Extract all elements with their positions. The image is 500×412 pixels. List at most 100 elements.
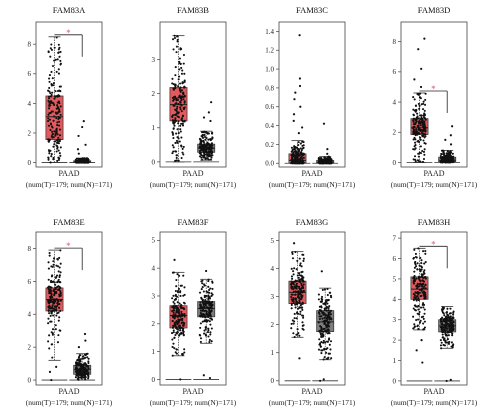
sample-point <box>47 156 50 160</box>
series-normal <box>69 332 96 381</box>
sample-point <box>417 297 420 300</box>
sample-point <box>171 96 174 99</box>
sample-point <box>203 332 206 335</box>
sample-point <box>302 259 305 262</box>
outlier-point <box>320 270 323 273</box>
sample-point <box>86 364 89 367</box>
sample-point <box>418 313 421 316</box>
sample-point <box>175 97 178 100</box>
sample-point <box>176 273 179 276</box>
sample-point <box>83 160 86 163</box>
sample-point <box>317 321 320 324</box>
sample-point <box>444 324 448 327</box>
sample-point <box>51 307 54 310</box>
sample-point <box>182 327 185 330</box>
sample-point <box>416 140 419 143</box>
outlier-point <box>209 119 212 123</box>
series-normal <box>434 306 461 383</box>
y-tick-label: 1 <box>271 349 275 357</box>
outlier-point <box>298 77 302 80</box>
sample-point <box>326 287 329 291</box>
sample-point <box>320 295 324 298</box>
outlier-point <box>319 379 322 382</box>
sample-point <box>422 317 425 320</box>
sample-point <box>451 329 454 332</box>
sample-point <box>325 162 328 165</box>
sample-point <box>412 108 415 111</box>
sample-point <box>204 131 207 134</box>
sample-point <box>420 117 423 120</box>
sample-point <box>49 111 52 115</box>
sample-point <box>210 146 213 149</box>
sample-point <box>298 287 301 290</box>
sample-point <box>292 296 295 300</box>
sample-point <box>328 305 331 308</box>
outlier-point <box>449 378 452 381</box>
sample-point <box>207 280 210 283</box>
sample-point <box>210 138 213 141</box>
sample-point <box>180 118 183 121</box>
sample-point <box>183 313 186 316</box>
sample-point <box>319 329 323 332</box>
sample-point <box>326 324 329 327</box>
sample-point <box>174 321 177 324</box>
sample-point <box>180 156 183 160</box>
sample-point <box>48 77 51 80</box>
sample-point <box>57 43 60 46</box>
sample-point <box>50 43 53 46</box>
sample-point <box>207 298 210 301</box>
sample-point <box>58 295 61 298</box>
sample-point <box>443 337 446 340</box>
outlier-point <box>419 85 423 89</box>
sample-point <box>323 288 326 291</box>
sample-point <box>325 299 328 302</box>
sample-point <box>419 97 422 100</box>
sample-point <box>87 361 90 365</box>
sample-point <box>173 306 176 310</box>
sample-point <box>295 282 299 285</box>
sample-point <box>175 326 178 329</box>
sample-point <box>441 333 444 336</box>
sample-point <box>175 154 179 157</box>
sample-point <box>419 138 422 141</box>
sample-point <box>439 339 442 342</box>
sample-point <box>181 352 184 355</box>
sample-point <box>172 146 175 149</box>
sample-point <box>290 280 293 283</box>
sample-point <box>58 152 61 155</box>
sample-point <box>47 340 50 343</box>
sample-point <box>55 117 58 120</box>
outlier-point <box>445 379 448 383</box>
sample-point <box>57 334 60 337</box>
sample-point <box>59 262 62 265</box>
sample-point <box>207 295 210 298</box>
sample-point <box>174 102 177 105</box>
sample-point <box>47 322 50 325</box>
sample-point <box>209 138 212 141</box>
sample-point <box>182 91 185 94</box>
sample-point <box>77 362 80 365</box>
sample-point <box>47 99 50 102</box>
sample-point <box>417 127 420 130</box>
sample-point <box>420 120 424 123</box>
sample-point <box>78 373 81 377</box>
outlier-point <box>301 126 304 129</box>
sample-point <box>80 372 83 375</box>
sample-point <box>412 119 415 122</box>
sample-point <box>416 131 420 135</box>
panel-fam83d: FAM83D PAAD (num(T)=179; num(N)=171) 0 2 4 6 8 * <box>391 5 478 189</box>
y-tick-label: 0 <box>152 158 156 166</box>
sample-point <box>424 135 427 138</box>
sample-point <box>52 158 55 161</box>
sample-point <box>423 133 426 136</box>
sample-point <box>414 144 417 147</box>
outlier-point <box>76 148 80 151</box>
sample-point <box>49 128 52 131</box>
sample-point <box>209 154 212 158</box>
outlier-point <box>55 365 58 369</box>
sample-point <box>55 70 58 73</box>
sample-point <box>326 316 330 319</box>
outlier-point <box>451 125 454 128</box>
sample-point <box>181 324 185 327</box>
sample-point <box>320 352 323 355</box>
